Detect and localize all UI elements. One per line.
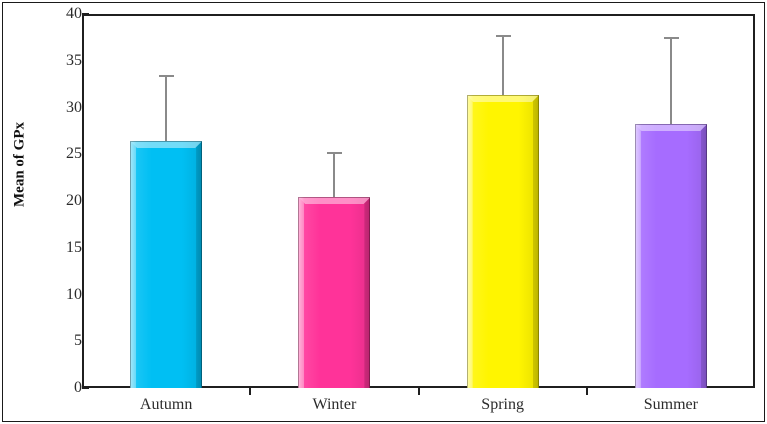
- x-axis-label-winter: Winter: [312, 396, 357, 413]
- y-axis-tick-label: 10: [66, 285, 82, 303]
- x-axis-tick-mark: [417, 388, 420, 395]
- bar-bevel-left: [130, 141, 137, 388]
- bar-bevel-top: [635, 124, 707, 131]
- bar-bevel-top: [130, 141, 202, 148]
- x-axis-label-summer: Summer: [643, 396, 698, 413]
- error-bar-cap: [327, 152, 343, 155]
- bar-bevel-right: [196, 141, 203, 388]
- bar-summer[interactable]: [634, 124, 707, 388]
- bar-bevel-right: [532, 95, 539, 388]
- error-bar-cap: [663, 37, 679, 40]
- y-axis-tick-mark: [82, 387, 89, 389]
- y-axis-tick-label: 35: [66, 51, 82, 69]
- bars-layer: [82, 14, 755, 388]
- y-axis-tick-labels: 0 5 10 15 20 25 30 35 40: [30, 6, 82, 396]
- bar-spring[interactable]: [466, 95, 539, 388]
- y-axis-tick-label: 0: [74, 379, 82, 396]
- x-axis-tick-marks: [82, 388, 755, 396]
- y-axis-tick-label: 15: [66, 238, 82, 256]
- bar-bevel-top: [298, 197, 370, 204]
- bar-outline: [634, 124, 707, 388]
- bar-bevel-left: [466, 95, 473, 388]
- bar-outline: [130, 141, 203, 388]
- bar-bevel-left: [298, 197, 305, 388]
- bar-winter[interactable]: [298, 197, 371, 388]
- error-bar-line: [333, 152, 336, 198]
- error-bar-cap: [495, 34, 511, 37]
- bar-bevel-left: [634, 124, 641, 388]
- x-axis-tick-mark: [585, 388, 588, 395]
- bar-bevel-right: [364, 197, 371, 388]
- x-axis-category-labels: Autumn Winter Spring Summer: [82, 396, 755, 422]
- bar-bevel-top: [467, 95, 539, 102]
- error-bar-line: [501, 34, 504, 96]
- y-axis-tick-label: 25: [66, 145, 82, 163]
- bar-fill: [466, 95, 539, 388]
- x-axis-label-autumn: Autumn: [139, 396, 193, 413]
- bar-fill: [634, 124, 707, 388]
- bar-outline: [298, 197, 371, 388]
- bar-outline: [466, 95, 539, 388]
- y-axis-title: Mean of GPx: [11, 122, 28, 207]
- bar-fill: [130, 141, 203, 388]
- bar-bevel-right: [700, 124, 707, 388]
- y-axis-tick-label: 40: [66, 5, 82, 22]
- y-axis-tick-label: 5: [74, 332, 82, 350]
- bar-autumn[interactable]: [130, 141, 203, 388]
- y-axis-tick-label: 30: [66, 98, 82, 116]
- error-bar-line: [669, 37, 672, 125]
- error-bar-cap: [159, 74, 175, 77]
- error-bar-line: [165, 74, 168, 142]
- x-axis-tick-mark: [249, 388, 252, 395]
- x-axis-label-spring: Spring: [481, 396, 524, 413]
- y-axis-tick-label: 20: [66, 192, 82, 209]
- bar-fill: [298, 197, 371, 388]
